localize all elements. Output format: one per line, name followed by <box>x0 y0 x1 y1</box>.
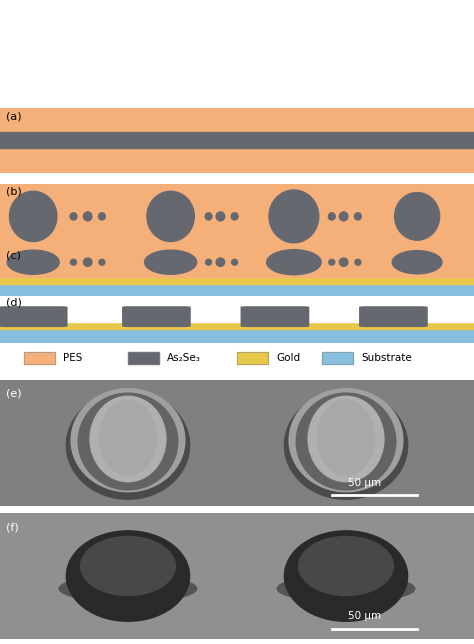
Ellipse shape <box>308 396 384 482</box>
Text: Gold: Gold <box>276 353 301 363</box>
Ellipse shape <box>355 260 361 265</box>
Ellipse shape <box>216 212 225 221</box>
Bar <box>24 352 55 365</box>
Text: Substrate: Substrate <box>362 353 412 363</box>
Ellipse shape <box>339 258 348 267</box>
Ellipse shape <box>328 213 335 220</box>
Ellipse shape <box>394 193 439 240</box>
Ellipse shape <box>299 536 393 596</box>
Text: (f): (f) <box>6 522 18 532</box>
Ellipse shape <box>145 250 197 274</box>
Ellipse shape <box>339 212 348 221</box>
Text: (c): (c) <box>6 250 20 260</box>
Ellipse shape <box>83 258 92 267</box>
Ellipse shape <box>81 536 175 596</box>
Ellipse shape <box>71 260 76 265</box>
Ellipse shape <box>231 213 238 220</box>
Bar <box>0 328 474 343</box>
Ellipse shape <box>205 213 212 220</box>
Ellipse shape <box>277 575 415 602</box>
Bar <box>237 352 268 365</box>
Ellipse shape <box>90 396 166 482</box>
Text: (e): (e) <box>6 389 21 399</box>
Ellipse shape <box>9 191 57 242</box>
Text: PES: PES <box>63 353 82 363</box>
Bar <box>128 352 159 365</box>
Ellipse shape <box>296 393 396 490</box>
Bar <box>237 352 268 365</box>
Bar <box>0 277 474 283</box>
Ellipse shape <box>329 260 335 265</box>
Text: (d): (d) <box>6 297 21 307</box>
Ellipse shape <box>392 251 442 274</box>
Ellipse shape <box>7 250 59 274</box>
Ellipse shape <box>216 258 225 267</box>
Bar <box>0 296 474 322</box>
Ellipse shape <box>232 260 237 265</box>
Ellipse shape <box>147 191 194 242</box>
Ellipse shape <box>66 531 190 621</box>
Text: (b): (b) <box>6 186 21 196</box>
Ellipse shape <box>284 392 408 499</box>
Ellipse shape <box>284 531 408 621</box>
FancyBboxPatch shape <box>122 306 191 327</box>
Ellipse shape <box>355 213 361 220</box>
Bar <box>24 352 55 365</box>
Text: (a): (a) <box>6 111 21 122</box>
Ellipse shape <box>266 250 321 275</box>
Bar <box>0 322 474 328</box>
Bar <box>322 352 353 365</box>
Ellipse shape <box>100 400 156 475</box>
Ellipse shape <box>99 260 105 265</box>
Ellipse shape <box>66 392 190 499</box>
Ellipse shape <box>71 389 185 492</box>
Ellipse shape <box>70 213 77 220</box>
Text: As₂Se₃: As₂Se₃ <box>167 353 201 363</box>
Ellipse shape <box>83 212 92 221</box>
Text: 50 μm: 50 μm <box>348 611 382 621</box>
Bar <box>0 283 474 296</box>
Ellipse shape <box>289 389 403 492</box>
Text: 50 μm: 50 μm <box>348 478 382 488</box>
Bar <box>0 249 474 277</box>
FancyBboxPatch shape <box>240 306 309 327</box>
Ellipse shape <box>269 190 319 243</box>
FancyBboxPatch shape <box>0 306 67 327</box>
Bar <box>322 352 353 365</box>
Bar <box>0 132 474 148</box>
Ellipse shape <box>318 400 374 475</box>
Ellipse shape <box>59 575 197 602</box>
Ellipse shape <box>99 213 105 220</box>
Ellipse shape <box>78 393 178 490</box>
Bar <box>128 352 159 365</box>
Ellipse shape <box>206 260 211 265</box>
FancyBboxPatch shape <box>359 306 428 327</box>
